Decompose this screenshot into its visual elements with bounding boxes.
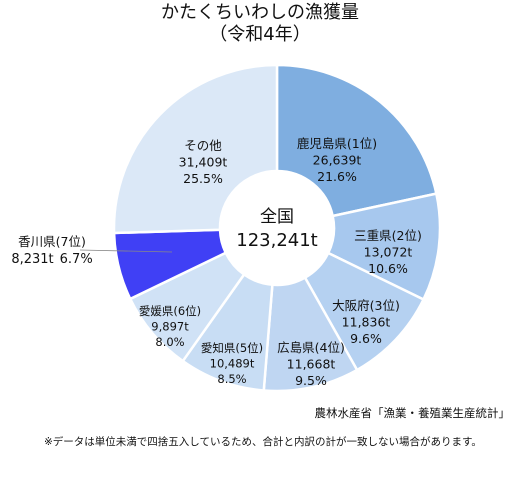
slice-label-value-percent: 8,231t 6.7% [11, 252, 92, 267]
slice-label-name: 愛知県(5位) [201, 341, 263, 355]
donut-slice-1 [275, 63, 438, 218]
slice-label-percent: 10.6% [368, 261, 408, 276]
slice-label-value: 11,668t [287, 357, 336, 372]
slice-label-value: 10,489t [210, 357, 255, 371]
slice-label-name: 三重県(2位) [354, 228, 422, 243]
chart-subtitle: （令和4年） [209, 24, 311, 45]
chart-title-block: かたくちいわしの漁獲量 （令和4年） [0, 2, 520, 46]
slice-label-value: 31,409t [179, 155, 228, 170]
slice-label-name: 香川県(7位) [18, 234, 86, 249]
donut-slice-8 [112, 63, 279, 235]
slice-label-name: 鹿児島県(1位) [297, 136, 377, 151]
slice-label-percent: 25.5% [183, 171, 223, 186]
slice-label-percent: 9.5% [295, 373, 327, 388]
footnote: ※データは単位未満で四捨五入しているため、合計と内訳の計が一致しない場合がありま… [44, 436, 482, 448]
slice-label-name: 広島県(4位) [277, 340, 345, 355]
slice-label-percent: 8.5% [217, 372, 246, 386]
center-value: 123,241t [236, 230, 318, 251]
slice-label-percent: 21.6% [317, 169, 357, 184]
slice-label-percent: 9.6% [350, 331, 382, 346]
leader-line [79, 249, 173, 253]
slice-label-value: 13,072t [364, 245, 413, 260]
slice-label-value: 11,836t [342, 315, 391, 330]
center-label: 全国 [260, 207, 294, 227]
slice-label-name: 大阪府(3位) [332, 298, 400, 313]
source-note: 農林水産省「漁業・養殖業生産統計」 [314, 406, 511, 420]
slice-label-name: その他 [184, 138, 222, 153]
slice-label-value: 26,639t [313, 153, 362, 168]
chart-title: かたくちいわしの漁獲量 [161, 2, 359, 23]
slice-label-value: 9,897t [151, 320, 189, 334]
slice-label-name: 愛媛県(6位) [139, 304, 201, 318]
slice-label-percent: 8.0% [155, 335, 184, 349]
